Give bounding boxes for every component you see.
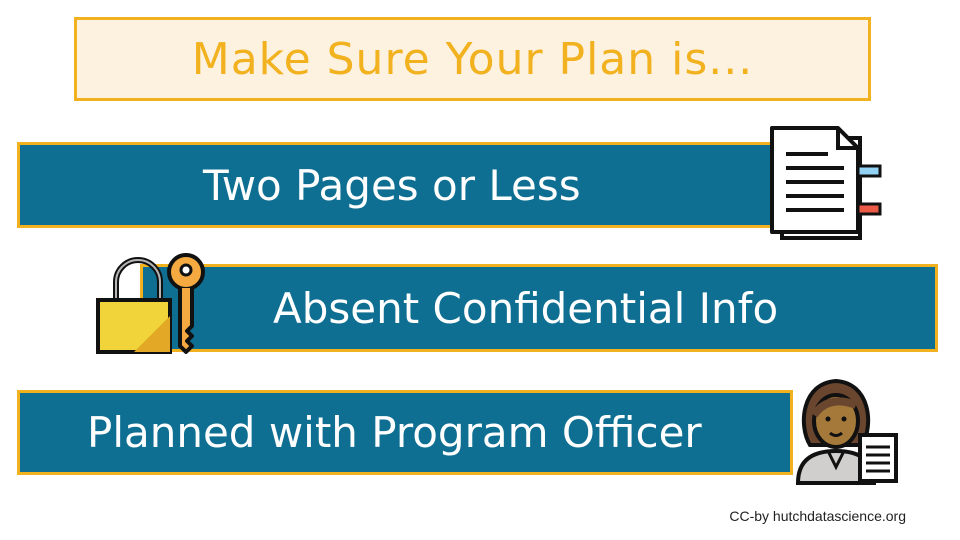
- requirement-label: Planned with Program Officer: [87, 408, 702, 457]
- lock-and-key-icon: [96, 253, 205, 354]
- requirement-bar-program-officer: Planned with Program Officer: [17, 390, 793, 475]
- requirement-label: Two Pages or Less: [203, 160, 581, 210]
- requirement-label: Absent Confidential Info: [273, 283, 779, 333]
- requirement-bar-pages: Two Pages or Less: [17, 142, 793, 228]
- slide-title: Make Sure Your Plan is...: [191, 33, 754, 85]
- title-box: Make Sure Your Plan is...: [74, 17, 871, 101]
- credit-text: CC-by hutchdatascience.org: [729, 508, 906, 524]
- document-icon: [770, 126, 882, 240]
- person-with-document-icon: [795, 378, 898, 485]
- requirement-bar-confidential: Absent Confidential Info: [140, 264, 938, 352]
